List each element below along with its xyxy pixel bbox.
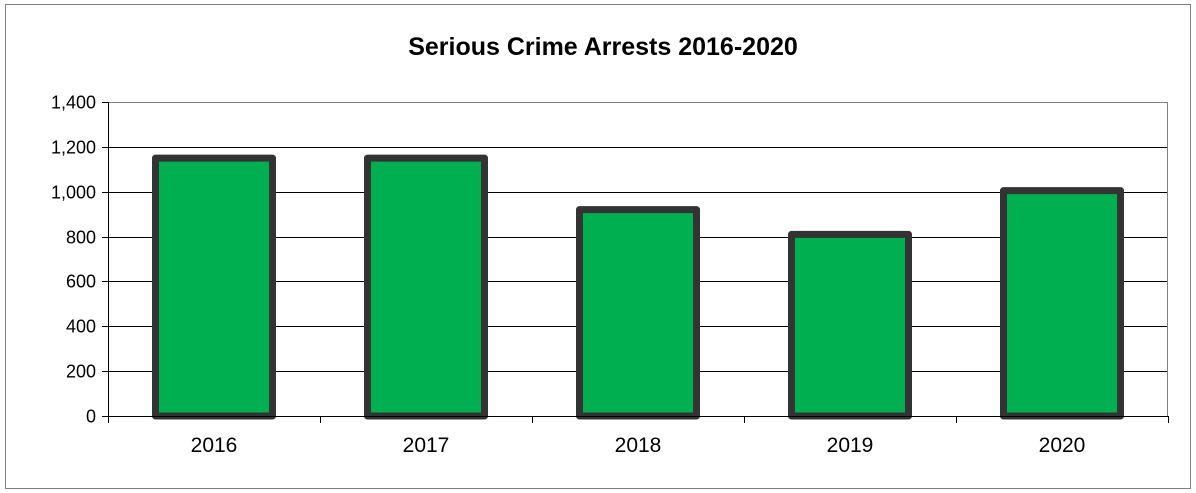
bar	[152, 154, 276, 420]
y-tick-label: 800	[66, 228, 96, 248]
axes	[102, 102, 1169, 423]
bar	[788, 230, 912, 420]
y-tick-label: 400	[66, 317, 96, 337]
y-tick-label: 1,000	[51, 183, 96, 203]
y-tick-label: 1,400	[51, 93, 96, 113]
bar	[1000, 187, 1124, 420]
chart-title: Serious Crime Arrests 2016-2020	[408, 33, 798, 61]
bar	[576, 206, 700, 420]
x-tick-labels: 2016 2017 2018 2019 2020	[191, 434, 1086, 457]
y-tick-labels: 0 200 400 600 800 1,000 1,200 1,400	[51, 93, 96, 427]
grid-lines	[108, 147, 1168, 372]
x-tick-label: 2018	[615, 434, 662, 457]
x-tick-label: 2016	[191, 434, 238, 457]
y-tick-label: 200	[66, 362, 96, 382]
x-tick-label: 2017	[403, 434, 450, 457]
bars	[152, 154, 1124, 420]
y-tick-label: 0	[86, 407, 96, 427]
y-tick-label: 1,200	[51, 138, 96, 158]
x-tick-label: 2019	[827, 434, 874, 457]
y-tick-label: 600	[66, 272, 96, 292]
bar	[364, 154, 488, 420]
x-tick-label: 2020	[1039, 434, 1086, 457]
